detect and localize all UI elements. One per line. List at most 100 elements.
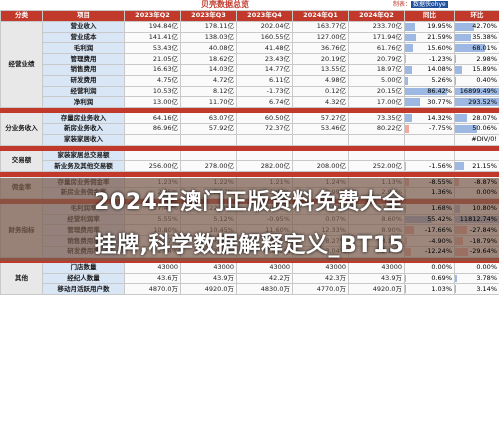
qoq-cell: -27.84% (454, 224, 499, 237)
qoq-cell-value: 35.38% (472, 32, 497, 41)
item-label: 家装家居总交易额 (42, 149, 125, 162)
yoy-cell-fill (405, 87, 448, 96)
yoy-cell-value: 19.95% (427, 22, 452, 31)
table-row: 研发费用 4.75亿 4.72亿 6.11亿 4.98亿 5.00亿 5.26% 0.40% (1, 74, 499, 87)
watermark-banner (0, 178, 499, 261)
qoq-cell: 11812.74% (454, 213, 499, 226)
qoq-cell-fill (455, 87, 499, 96)
value-cell (124, 133, 181, 146)
value-cell: 64.16亿 (124, 112, 181, 124)
table-row: 经营业绩 营业收入 194.84亿 178.11亿 202.04亿 163.77亿 233.… (0, 20, 499, 109)
value-cell: 0.12亿 (292, 85, 349, 98)
yoy-cell-fill (405, 98, 421, 107)
yoy-cell-fill (405, 33, 416, 42)
qoq-cell-value: 0.40% (476, 76, 497, 85)
qoq-cell-value: #DIV/0! (471, 135, 497, 144)
qoq-cell: 3.14% (454, 283, 499, 296)
value-cell: 73.35亿 (348, 112, 405, 124)
qoq-cell: 10.80% (454, 202, 499, 215)
yoy-cell-value: 21.59% (427, 32, 452, 41)
column-header: 2024年Q2 (348, 10, 405, 22)
qoq-cell-value: -8.87% (474, 177, 497, 186)
value-cell: 20.15亿 (348, 85, 405, 98)
value-cell: 178.11亿 (180, 20, 237, 33)
value-cell: 41.48亿 (236, 42, 293, 55)
qoq-cell-value: 2.98% (476, 54, 497, 63)
qoq-cell (454, 149, 499, 162)
value-cell: 4870.0万 (124, 283, 181, 296)
qoq-cell: 21.15% (454, 160, 499, 173)
value-cell: 42.3万 (292, 272, 349, 285)
table-row: 新业务及其他交易额 256.00亿 278.00亿 282.00亿 208.00亿 252… (1, 160, 499, 173)
item-label: 新业务及其他交易额 (42, 160, 125, 173)
category-cell: 经营业绩 (0, 20, 43, 109)
table-row: 移动月活跃用户数 4870.0万 4920.0万 4830.0万 4770.0万 4920… (1, 283, 499, 296)
yoy-cell-fill (405, 285, 406, 293)
yoy-cell: -8.55% (404, 176, 455, 188)
yoy-cell-value: 55.42% (427, 214, 452, 223)
value-cell (292, 133, 349, 146)
value-cell (348, 149, 405, 162)
value-cell: 171.94亿 (348, 31, 405, 44)
qoq-cell-value: 0.00% (476, 188, 497, 197)
yoy-cell: 1.68% (404, 202, 455, 215)
page-title: 贝壳数据总览 (201, 0, 249, 9)
qoq-cell: 0.00% (454, 186, 499, 199)
value-cell: 16.63亿 (124, 63, 181, 76)
value-cell: 80.22亿 (348, 122, 405, 135)
yoy-cell (404, 149, 455, 162)
qoq-cell: 15.89% (454, 63, 499, 76)
qoq-cell: #DIV/0! (454, 133, 499, 146)
yoy-cell-value: 1.03% (431, 284, 452, 293)
value-cell: 18.62亿 (180, 53, 237, 65)
qoq-cell-fill (455, 65, 462, 74)
qoq-cell-fill (455, 98, 499, 107)
value-cell: 61.76亿 (348, 42, 405, 55)
value-cell: 4920.0万 (180, 283, 237, 296)
value-cell: 57.92亿 (180, 122, 237, 135)
value-cell: 282.00亿 (236, 160, 293, 173)
value-cell: 36.76亿 (292, 42, 349, 55)
yoy-cell-value: 5.26% (431, 76, 452, 85)
qoq-cell-fill (455, 33, 471, 42)
value-cell: 256.00亿 (124, 160, 181, 173)
value-cell: 43000 (124, 261, 181, 274)
value-cell: 11.70亿 (180, 96, 237, 109)
yoy-cell: 15.60% (404, 42, 455, 55)
qoq-cell-value: 11812.74% (459, 214, 497, 223)
qoq-cell-value: 50.06% (472, 124, 497, 133)
data-table: 分类 项目 2023年Q2 2023年Q3 2023年Q4 2024年Q1 2024年Q2 同… (0, 10, 499, 296)
table-row: 交易额 家装家居总交易额 (0, 149, 499, 173)
qoq-cell-value: 3.14% (476, 284, 497, 293)
value-cell: 18.97亿 (348, 63, 405, 76)
qoq-cell: 16899.49% (454, 85, 499, 98)
qoq-cell-fill (455, 124, 478, 133)
value-cell: 43.9万 (180, 272, 237, 285)
column-header: 2023年Q3 (180, 10, 237, 22)
value-cell: 4.98亿 (292, 74, 349, 87)
value-cell: 23.43亿 (236, 53, 293, 65)
item-label: 新房业务收入 (42, 122, 125, 135)
column-header: 同比 (404, 10, 455, 22)
qoq-cell-value: 10.80% (472, 204, 497, 213)
value-cell: 6.11亿 (236, 74, 293, 87)
qoq-cell-value: -29.64% (469, 247, 497, 256)
yoy-cell: 30.77% (404, 96, 455, 109)
value-cell: 43000 (180, 261, 237, 274)
yoy-cell: 55.42% (404, 213, 455, 226)
value-cell (180, 149, 237, 162)
category-cell: 分业务收入 (0, 112, 43, 146)
yoy-cell-value: 1.68% (431, 204, 452, 213)
column-header: 2023年Q4 (236, 10, 293, 22)
yoy-cell-fill (405, 22, 415, 31)
value-cell (180, 133, 237, 146)
value-cell (348, 133, 405, 146)
item-label: 门店数量 (42, 261, 125, 274)
yoy-cell: -1.23% (404, 53, 455, 65)
qoq-cell-value: 42.70% (472, 22, 497, 31)
qoq-cell-value: -18.79% (469, 236, 497, 245)
value-cell: 160.55亿 (236, 31, 293, 44)
table-row: 毛利润 53.43亿 40.08亿 41.48亿 36.76亿 61.76亿 15.60% 6… (1, 42, 499, 55)
value-cell: 10.53亿 (124, 85, 181, 98)
value-cell: 53.43亿 (124, 42, 181, 55)
